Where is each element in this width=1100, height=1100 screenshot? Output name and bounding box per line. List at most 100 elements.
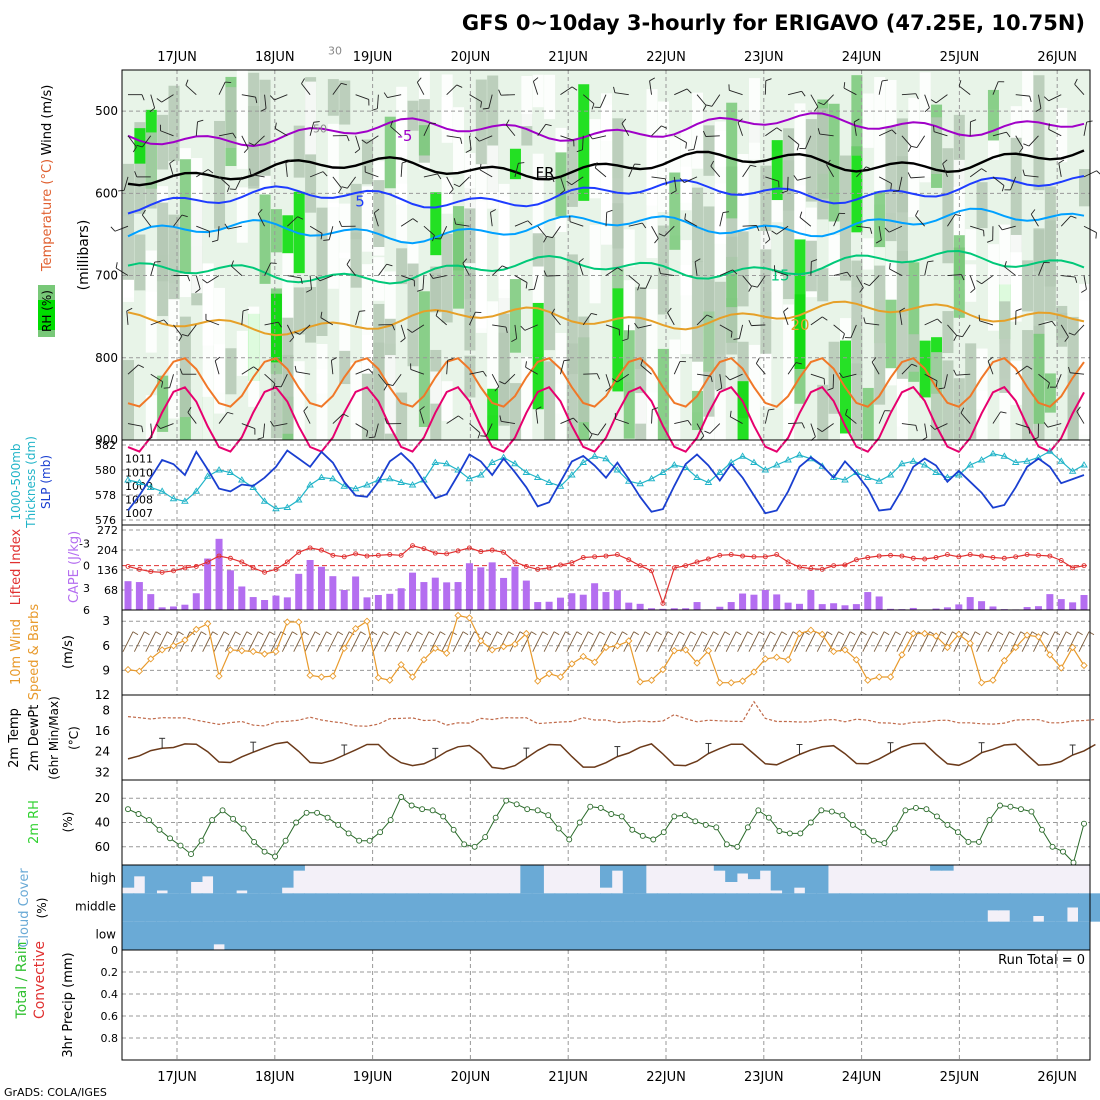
wind-speed-point (943, 643, 952, 652)
rh-cell (236, 330, 248, 376)
wind-barb (1047, 382, 1050, 389)
wind-speed-point (579, 652, 587, 661)
wind-barb (651, 125, 662, 137)
rh-cell (828, 221, 840, 277)
wind-barb (354, 148, 360, 154)
thickness-point (442, 459, 451, 467)
rh-cell (862, 93, 874, 148)
wind-barb-10m (827, 631, 833, 636)
date-label-bottom: 25JUN (940, 1070, 980, 1085)
wind-barb (756, 225, 760, 232)
rh-cell (293, 287, 305, 335)
rh-cell (498, 217, 510, 290)
rh-cell (874, 191, 886, 301)
wind-barb-10m (725, 631, 737, 652)
rh-cell (987, 89, 999, 141)
rh-cell (339, 252, 351, 382)
lifted-index-point (842, 562, 848, 568)
wind-barb (474, 136, 480, 142)
date-label-bottom: 18JUN (255, 1070, 295, 1085)
wind-barb (947, 274, 962, 277)
wind-barb-10m (1010, 631, 1022, 652)
rh-cell (145, 250, 157, 317)
thickness-point (249, 483, 257, 490)
rh-point (1070, 859, 1077, 866)
isotherm-line (127, 112, 1085, 148)
cloud-cell (793, 865, 806, 888)
cloud-cell (235, 893, 249, 922)
thickness-point (158, 487, 166, 494)
rh-cell (657, 348, 669, 440)
wind-barb (709, 423, 721, 434)
wind-barb (592, 135, 607, 140)
wind-speed-point (1068, 643, 1077, 652)
wind-barb (796, 144, 800, 151)
rh-cell (441, 96, 453, 143)
wind-barb (320, 311, 323, 318)
rh-cell (259, 194, 271, 284)
wind-speed-point (522, 629, 530, 638)
wind-barb (1047, 423, 1062, 428)
wind-barb (719, 324, 733, 333)
rh-cell (942, 360, 954, 440)
cape-bar (761, 590, 769, 610)
wind-barb (684, 219, 698, 227)
lifted-index-point (125, 563, 131, 569)
thickness-point (226, 468, 235, 475)
wind-barb (241, 366, 254, 375)
wind-barb (969, 275, 976, 289)
wind-barb (826, 164, 835, 178)
cloud-cell (861, 921, 874, 950)
wind-barb (685, 142, 687, 149)
wind-barb (543, 236, 547, 243)
rh-cell (635, 287, 647, 381)
rh-cell (931, 117, 943, 175)
rh-cell (487, 75, 499, 192)
wind-barb (309, 275, 313, 290)
wind-barb (755, 363, 766, 375)
rh-cell (601, 93, 612, 142)
contour-label: 30 (328, 44, 342, 57)
rh-point (755, 807, 762, 814)
cape-bar (397, 588, 405, 610)
wind-barb (673, 176, 677, 191)
cape-bar (795, 603, 803, 610)
rh-cell (270, 209, 282, 253)
pressure-tick: 800 (95, 351, 118, 365)
lifted-index-point (432, 550, 438, 556)
cape-bar (317, 566, 325, 610)
rh-cell (453, 107, 465, 174)
wind-speed-point (716, 679, 724, 687)
wind-barb (551, 176, 555, 183)
cloud-cell (679, 893, 692, 922)
cape-bar (648, 608, 656, 610)
wind-barb (224, 223, 229, 230)
rh-point (209, 817, 215, 824)
wind-barb (787, 362, 797, 375)
wind-barb (301, 83, 311, 95)
cloud-cell (247, 893, 260, 922)
wind-speed-point (625, 637, 633, 645)
wind-barb (453, 183, 460, 188)
wind-barb (275, 128, 288, 137)
wind-barb (264, 94, 267, 109)
thickness-point (636, 479, 644, 487)
wind-barb (617, 267, 623, 272)
slp-thickness-panel: 576578580582100710081009101010111000-500… (9, 436, 1091, 529)
wind-barb (1095, 232, 1097, 239)
cape-bar (579, 594, 587, 610)
cloud-cell (213, 921, 226, 945)
lifted-index-point (478, 549, 484, 555)
wind-barb (892, 190, 900, 192)
wind-barb (378, 263, 387, 276)
cloud-cell (144, 865, 157, 894)
thickness-point (738, 452, 747, 459)
thickness-point (203, 472, 212, 479)
wind-barb (156, 98, 162, 103)
wind-barb (359, 310, 366, 312)
wind-barb (1010, 176, 1017, 191)
rh-point (997, 802, 1003, 809)
rh-cell (692, 261, 704, 362)
wind-barb (460, 137, 463, 144)
